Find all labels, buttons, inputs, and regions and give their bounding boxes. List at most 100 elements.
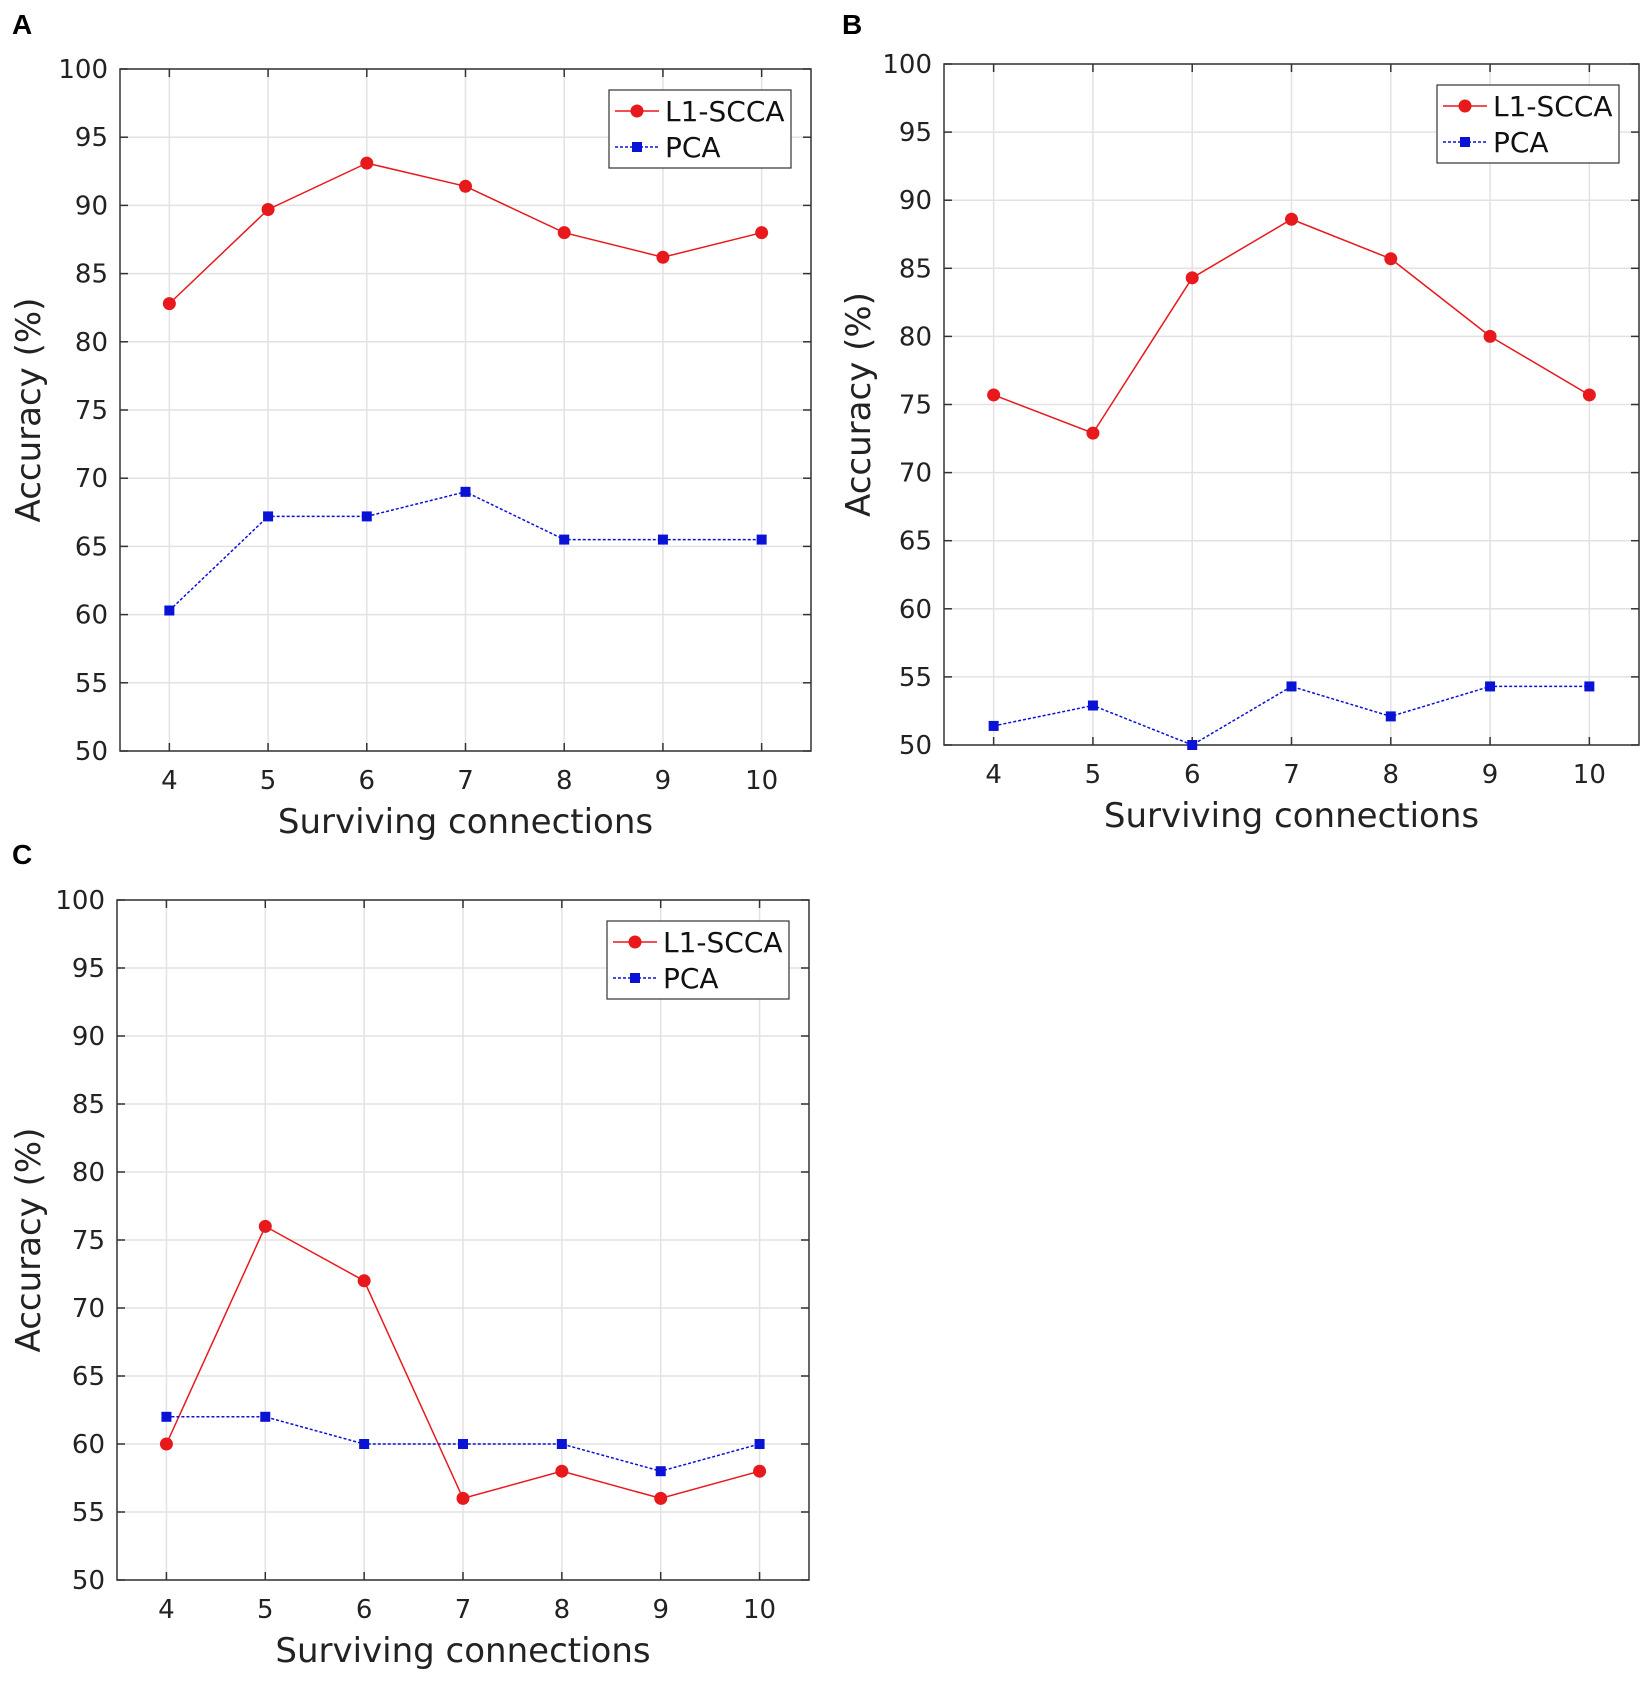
panel-c: C 4 5 6 7 8 9 10 50 55 60 65 70 75 80 85 90 95 100 Survivin…: [0, 830, 830, 1682]
chart-a-series-pca-point: [361, 511, 372, 522]
chart-b-panel-letter: B: [842, 9, 862, 40]
chart-c-y-tick-label: 90: [72, 1022, 105, 1052]
chart-a-y-tick-label: 95: [75, 123, 108, 153]
chart-c-y-tick-label: 55: [72, 1498, 105, 1528]
chart-b-series-l1-scca-point: [987, 388, 1001, 402]
chart-c-y-tick-label: 75: [72, 1226, 105, 1256]
chart-c-series-pca-point: [260, 1411, 271, 1422]
chart-c-y-tick-label: 50: [72, 1566, 105, 1596]
chart-b-y-tick-label: 85: [899, 254, 932, 284]
chart-c-legend-label: PCA: [663, 962, 719, 995]
chart-b-x-tick-label: 6: [1184, 760, 1201, 790]
chart-c-x-tick-label: 8: [554, 1595, 571, 1625]
chart-a-y-tick-label: 75: [75, 396, 108, 426]
chart-a-legend-marker: [630, 104, 644, 118]
chart-b-x-tick-label: 7: [1283, 760, 1300, 790]
chart-b-series-l1-scca-point: [1483, 329, 1497, 343]
chart-c-legend-marker: [630, 973, 640, 983]
chart-b-y-tick-label: 70: [899, 459, 932, 489]
panel-a: A 4 5 6 7 8 9 10 50 55 60 65 70 75 80 85 90 95 100 Survivin…: [0, 0, 830, 845]
chart-c-series-pca-point: [458, 1439, 468, 1449]
chart-b-legend-label: L1-SCCA: [1493, 90, 1613, 123]
chart-a-y-tick-label: 60: [75, 601, 108, 631]
chart-a-series-l1-scca-point: [755, 226, 769, 240]
chart-b-y-tick-label: 65: [899, 527, 932, 557]
chart-a-y-tick-label: 85: [75, 260, 108, 290]
chart-a-series-l1-scca-point: [557, 226, 571, 240]
chart-b-series-l1-scca-point: [1185, 271, 1199, 285]
chart-b-y-tick-label: 80: [899, 322, 932, 352]
chart-a-series-pca-point: [263, 511, 274, 522]
chart-a-x-tick-label: 9: [655, 766, 672, 796]
chart-c-series-pca-point: [359, 1439, 370, 1449]
chart-c-series-pca-point: [556, 1439, 567, 1449]
chart-b-legend-marker: [1458, 99, 1472, 113]
chart-c-series-l1-scca-point: [654, 1491, 668, 1505]
chart-a-y-tick-label: 50: [75, 737, 108, 767]
chart-c-series-l1-scca-point: [258, 1219, 272, 1233]
chart-b-x-tick-label: 8: [1383, 760, 1400, 790]
chart-b-y-tick-label: 60: [899, 595, 932, 625]
chart-b-series-pca-point: [1485, 681, 1496, 692]
chart-b-series-l1-scca-point: [1384, 252, 1398, 266]
chart-a-x-axis-label: Surviving connections: [278, 802, 653, 842]
chart-b-x-tick-label: 10: [1573, 760, 1606, 790]
chart-b-legend-marker: [1460, 137, 1470, 147]
chart-a-x-tick-label: 10: [745, 766, 778, 796]
chart-a-legend-marker: [632, 142, 642, 152]
chart-a-y-axis-label: Accuracy (%): [9, 298, 49, 523]
chart-c-series-l1-scca-point: [357, 1274, 371, 1288]
chart-b-series-pca-point: [1584, 681, 1595, 692]
chart-c-series-l1-scca-point: [456, 1491, 470, 1505]
chart-a-legend-label: L1-SCCA: [665, 95, 785, 128]
chart-a-legend-box: [608, 89, 792, 169]
chart-a-y-tick-label: 55: [75, 669, 108, 699]
chart-c: C 4 5 6 7 8 9 10 50 55 60 65 70 75 80 85 90 95 100 Survivin…: [9, 839, 810, 1671]
chart-b-series-pca-point: [988, 720, 999, 731]
chart-c-legend-box: [606, 920, 790, 1000]
chart-b-x-tick-label: 5: [1085, 760, 1102, 790]
chart-b-x-tick-label: 4: [985, 760, 1002, 790]
chart-c-y-tick-label: 65: [72, 1362, 105, 1392]
chart-c-panel-letter: C: [12, 839, 32, 870]
chart-c-legend-label: L1-SCCA: [663, 926, 783, 959]
chart-b-series-pca-point: [1286, 681, 1297, 692]
chart-c-y-tick-label: 95: [72, 954, 105, 984]
chart-a-x-tick-label: 8: [556, 766, 573, 796]
chart-c-series-l1-scca-point: [555, 1464, 569, 1478]
chart-c-series-pca-point: [754, 1439, 765, 1449]
chart-a-y-tick-label: 65: [75, 532, 108, 562]
chart-a-panel-letter: A: [12, 9, 32, 40]
chart-b-series-l1-scca-point: [1086, 426, 1100, 440]
chart-b-series-pca-point: [1385, 711, 1396, 722]
chart-b-series-pca-point: [1187, 740, 1198, 750]
chart-c-y-axis-label: Accuracy (%): [9, 1128, 49, 1353]
chart-c-series-l1-scca-point: [753, 1464, 767, 1478]
chart-a-series-l1-scca-point: [261, 202, 275, 216]
chart-b-y-tick-label: 55: [899, 663, 932, 693]
chart-b-legend-box: [1436, 84, 1620, 164]
chart-b-y-tick-label: 100: [882, 50, 932, 80]
chart-a-y-tick-label: 100: [58, 55, 108, 85]
chart-a: A 4 5 6 7 8 9 10 50 55 60 65 70 75 80 85 90 95 100 Survivin…: [9, 9, 812, 842]
chart-a-x-tick-label: 5: [260, 766, 277, 796]
chart-b-series-pca-point: [1087, 700, 1098, 711]
chart-c-y-tick-label: 85: [72, 1090, 105, 1120]
chart-c-x-tick-label: 5: [257, 1595, 274, 1625]
chart-c-series-pca-point: [655, 1466, 666, 1477]
chart-c-legend-marker: [628, 935, 642, 949]
chart-b-y-tick-label: 75: [899, 391, 932, 421]
chart-a-y-tick-label: 80: [75, 328, 108, 358]
chart-b-x-axis-label: Surviving connections: [1104, 796, 1479, 836]
chart-b-y-tick-label: 95: [899, 118, 932, 148]
chart-a-series-l1-scca-point: [459, 179, 472, 193]
chart-a-series-l1-scca-point: [360, 156, 374, 170]
chart-b-y-axis-label: Accuracy (%): [839, 292, 879, 517]
chart-c-series-l1-scca-point: [159, 1437, 173, 1451]
chart-c-x-tick-label: 9: [652, 1595, 669, 1625]
chart-a-x-tick-label: 6: [359, 766, 376, 796]
chart-c-y-tick-label: 100: [55, 886, 105, 916]
chart-c-y-tick-label: 80: [72, 1158, 105, 1188]
chart-b-series-l1-scca-point: [1582, 388, 1596, 402]
chart-a-legend-label: PCA: [665, 131, 721, 164]
